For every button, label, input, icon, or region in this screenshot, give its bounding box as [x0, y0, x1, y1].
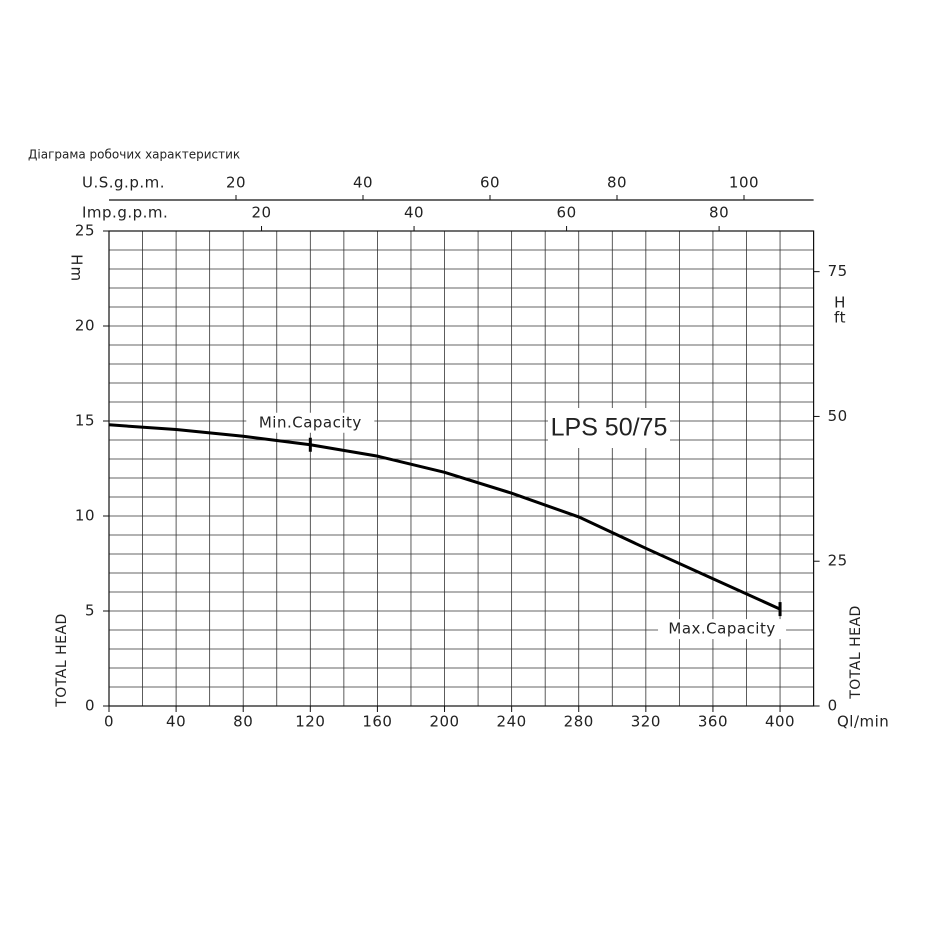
model-label: LPS 50/75: [551, 414, 668, 442]
x-tick-label: 80: [233, 713, 253, 731]
top-axis-tick-label: 40: [353, 174, 373, 192]
y2-tick-label: 75: [828, 262, 848, 280]
annotation-label: Min.Capacity: [259, 413, 362, 431]
y-tick-label: 25: [75, 222, 95, 240]
y-axis-label: H: [68, 254, 86, 266]
y2-axis-unit: ft: [834, 309, 846, 327]
x-tick-label: 240: [497, 713, 527, 731]
x-axis-label: Ql/min: [837, 713, 889, 731]
y2-axis-label: H: [834, 294, 846, 312]
performance-curve: [108, 423, 781, 611]
annotation-label: Max.Capacity: [668, 620, 775, 638]
top-axis-label: Imp.g.p.m.: [82, 204, 168, 222]
x-tick-label: 400: [765, 713, 795, 731]
top-axis-tick-label: 60: [480, 174, 500, 192]
top-axis-tick-label: 80: [709, 204, 729, 222]
y2-tick-label: 50: [828, 407, 848, 425]
top-axis-tick-label: 100: [729, 174, 759, 192]
y-axis-unit: m: [68, 266, 86, 281]
top-axis-tick-label: 20: [251, 204, 271, 222]
y-axis-title: TOTAL HEAD: [54, 613, 70, 708]
annotation-bg: [658, 619, 787, 640]
chart-title: Діаграма робочих характеристик: [28, 148, 240, 162]
annotation-bg: [246, 412, 375, 433]
y-tick-label: 10: [75, 507, 95, 525]
y2-tick-label: 0: [828, 697, 838, 715]
plot-frame: [108, 230, 815, 707]
x-tick-label: 280: [564, 713, 594, 731]
x-tick-label: 360: [698, 713, 728, 731]
x-tick-label: 200: [429, 713, 459, 731]
top-axis-tick-label: 40: [404, 204, 424, 222]
model-label-bg: [548, 408, 670, 448]
y-tick-label: 0: [85, 697, 95, 715]
y-tick-label: 5: [85, 602, 95, 620]
top-axis-tick-label: 60: [557, 204, 577, 222]
top-axis-label: U.S.g.p.m.: [82, 174, 165, 192]
x-tick-label: 40: [166, 713, 186, 731]
y2-tick-label: 25: [828, 552, 848, 570]
x-tick-label: 320: [631, 713, 661, 731]
x-tick-label: 0: [104, 713, 114, 731]
x-tick-label: 120: [295, 713, 325, 731]
top-axis-tick-label: 20: [226, 174, 246, 192]
y2-axis-title: TOTAL HEAD: [848, 605, 864, 700]
y-tick-label: 15: [75, 412, 95, 430]
top-axis-tick-label: 80: [607, 174, 627, 192]
x-tick-label: 160: [362, 713, 392, 731]
y-tick-label: 20: [75, 317, 95, 335]
